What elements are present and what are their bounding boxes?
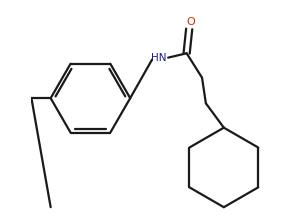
- Text: HN: HN: [151, 54, 166, 63]
- Text: O: O: [186, 18, 195, 28]
